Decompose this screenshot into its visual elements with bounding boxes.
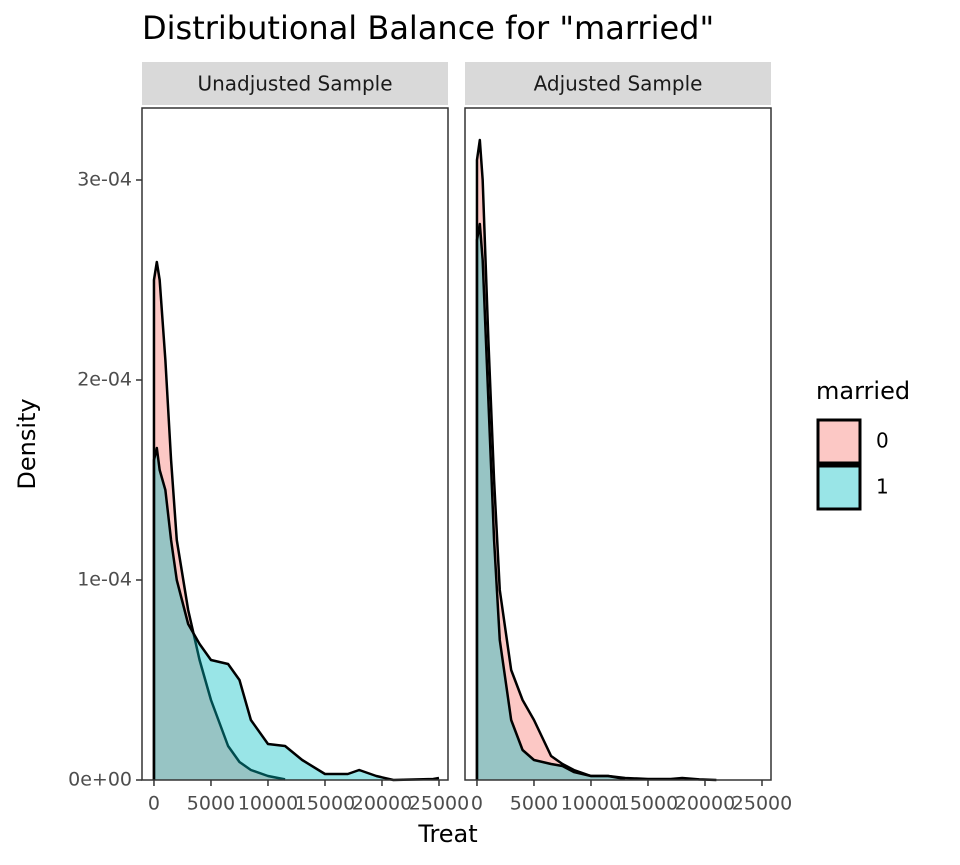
- density-line: [152, 260, 286, 781]
- density-area: [153, 262, 286, 780]
- density-line: [152, 446, 440, 782]
- legend-label: 0: [876, 429, 889, 453]
- legend-key-bg: [818, 420, 860, 463]
- strip-label: Adjusted Sample: [534, 72, 703, 96]
- panel-border: [464, 107, 772, 781]
- legend-label: 1: [876, 475, 889, 499]
- density-area: [476, 140, 717, 780]
- x-tick-label: 0: [148, 793, 160, 815]
- x-tick-label: 15000: [618, 793, 678, 815]
- x-tick-label: 10000: [238, 793, 298, 815]
- x-axis-label: Treat: [417, 820, 477, 848]
- x-tick-label: 20000: [675, 793, 735, 815]
- x-tick-label: 15000: [295, 793, 355, 815]
- density-area: [476, 224, 626, 780]
- legend-key: [816, 418, 862, 465]
- density-area: [153, 448, 439, 780]
- y-tick-label: 0e+00: [68, 769, 132, 791]
- strip-background: [465, 62, 771, 105]
- legend-key-bg: [818, 466, 860, 509]
- panel-border: [141, 107, 449, 781]
- strip-label: Unadjusted Sample: [197, 72, 392, 96]
- density-line: [475, 138, 717, 782]
- x-tick-label: 25000: [732, 793, 792, 815]
- y-tick-label: 2e-04: [77, 369, 132, 391]
- density-line: [475, 222, 626, 781]
- x-tick-label: 20000: [352, 793, 412, 815]
- y-tick-label: 3e-04: [77, 169, 132, 191]
- legend-key: [816, 464, 862, 511]
- y-tick-label: 1e-04: [77, 569, 132, 591]
- x-tick-label: 25000: [409, 793, 469, 815]
- x-tick-label: 10000: [561, 793, 621, 815]
- x-tick-label: 0: [471, 793, 483, 815]
- strip-background: [142, 62, 448, 105]
- x-tick-label: 5000: [510, 793, 558, 815]
- x-tick-label: 5000: [187, 793, 235, 815]
- legend-title: married: [816, 377, 910, 405]
- chart-title: Distributional Balance for "married": [142, 9, 714, 47]
- y-axis-label: Density: [13, 398, 41, 489]
